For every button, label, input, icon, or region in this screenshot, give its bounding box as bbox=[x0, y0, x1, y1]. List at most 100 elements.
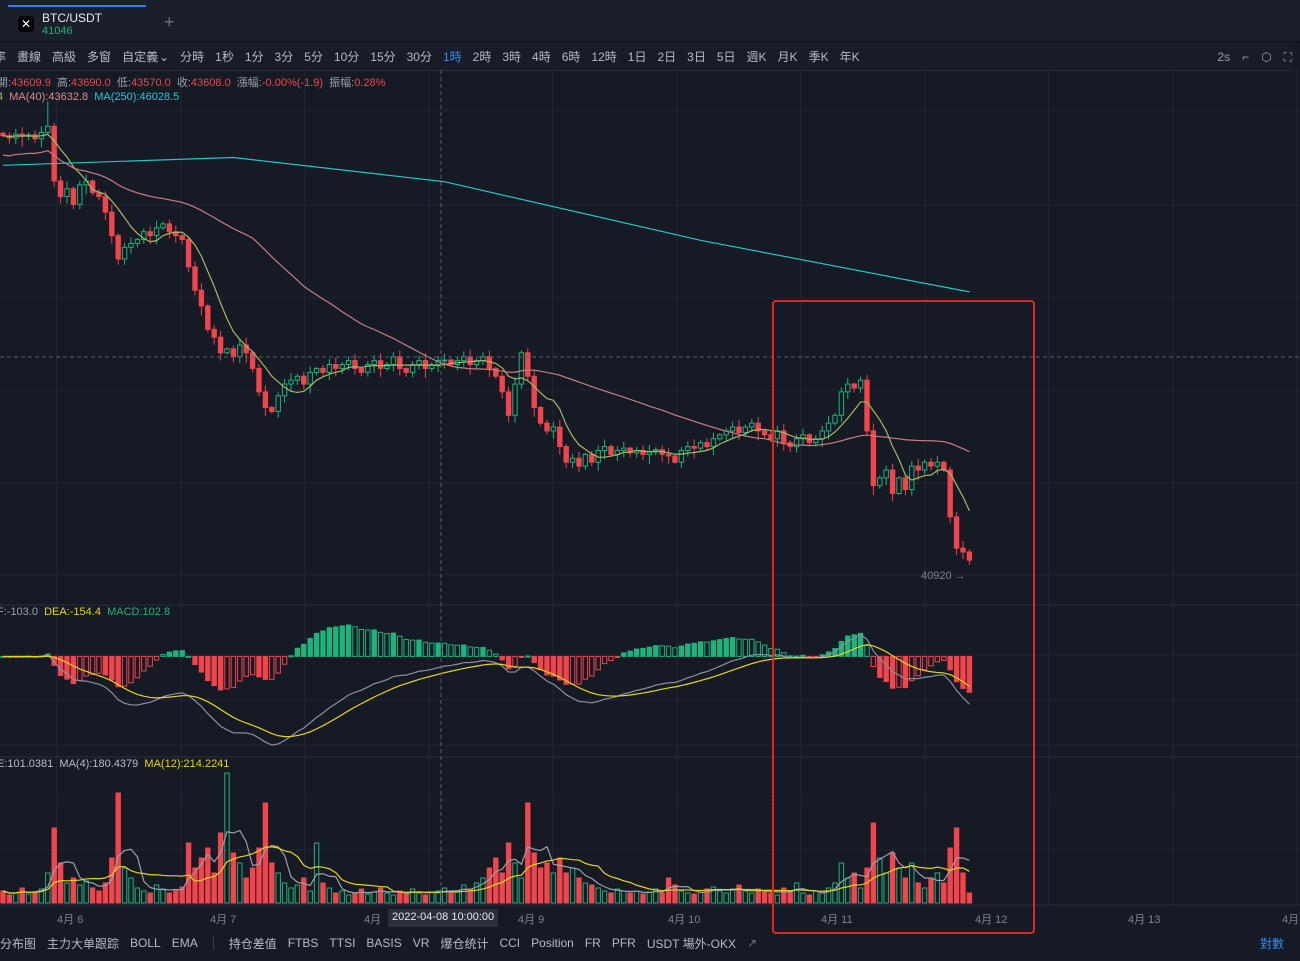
volume-bar bbox=[525, 802, 531, 904]
toolbar-item[interactable]: 3時 bbox=[502, 50, 522, 64]
volume-bar bbox=[313, 842, 320, 904]
volume-bar bbox=[454, 890, 461, 904]
macd-bar bbox=[672, 647, 678, 657]
volume-bar bbox=[825, 887, 832, 904]
indicator-item[interactable]: USDT 場外-OKX bbox=[646, 936, 736, 951]
toolbar-item[interactable]: 10分 bbox=[333, 50, 360, 64]
volume-bar bbox=[902, 877, 909, 904]
toolbar-item[interactable]: 3日 bbox=[687, 50, 706, 64]
volume-bar bbox=[717, 890, 723, 904]
toolbar-item[interactable]: 2日 bbox=[657, 50, 677, 64]
indicator-item[interactable]: CCI bbox=[499, 936, 521, 950]
fullscreen-icon[interactable]: ⛶ bbox=[1283, 49, 1292, 64]
candle-up bbox=[141, 231, 147, 241]
candle-up bbox=[64, 188, 70, 198]
toolbar-item[interactable]: 1秒 bbox=[215, 50, 234, 64]
volume-bar bbox=[294, 884, 301, 904]
screenshot-icon[interactable]: ⌐ bbox=[1242, 50, 1250, 64]
indicator-item[interactable]: 分布图 bbox=[0, 936, 37, 951]
macd-bar bbox=[198, 655, 205, 673]
macd-bar bbox=[390, 632, 397, 657]
indicator-item[interactable]: 持仓差值 bbox=[228, 936, 277, 951]
toolbar-item[interactable]: 分時 bbox=[180, 50, 205, 64]
toolbar-item[interactable]: 季K bbox=[808, 50, 829, 64]
candle-up bbox=[838, 391, 845, 416]
macd-bar bbox=[525, 655, 531, 658]
toolbar-item[interactable]: 30分 bbox=[406, 50, 432, 64]
macd-bar bbox=[704, 641, 710, 657]
volume-bar bbox=[480, 877, 486, 904]
macd-bar bbox=[403, 638, 409, 657]
toolbar-item[interactable]: 多窗 bbox=[87, 50, 112, 64]
indicator-item[interactable]: Position bbox=[531, 936, 574, 950]
macd-bar bbox=[384, 633, 390, 657]
toolbar-item[interactable]: 1分 bbox=[244, 50, 264, 64]
volume-bar bbox=[281, 882, 288, 904]
change-label: 漲幅: bbox=[236, 77, 262, 89]
indicator-item[interactable]: BOLL bbox=[130, 936, 161, 950]
toolbar-item[interactable]: 3分 bbox=[274, 50, 294, 64]
volume-bar bbox=[57, 862, 64, 904]
toolbar-item[interactable]: 月K bbox=[777, 50, 798, 64]
candle-up bbox=[224, 348, 230, 354]
volume-bar bbox=[147, 892, 153, 904]
candle-down bbox=[249, 352, 256, 369]
add-tab-button[interactable]: + bbox=[164, 12, 175, 32]
candle-up bbox=[294, 375, 301, 381]
candle-down bbox=[70, 188, 77, 205]
candle-down bbox=[691, 446, 697, 449]
tab-symbol[interactable]: BTC/USDT bbox=[42, 11, 102, 25]
indicator-item[interactable]: PFR bbox=[611, 936, 636, 950]
indicator-item[interactable]: FTBS bbox=[287, 936, 319, 950]
indicator-item[interactable]: 爆仓统计 bbox=[440, 936, 489, 951]
refresh-interval[interactable]: 2s bbox=[1217, 50, 1231, 64]
toolbar-item[interactable]: 1日 bbox=[627, 50, 647, 64]
indicator-item[interactable]: FR bbox=[584, 936, 601, 950]
candle-up bbox=[934, 461, 941, 467]
toolbar-item[interactable]: 週K bbox=[746, 50, 767, 64]
toolbar-item[interactable]: 6時 bbox=[561, 50, 581, 64]
amplitude-label: 振幅: bbox=[329, 77, 355, 89]
log-scale-button[interactable]: 對數 bbox=[1259, 937, 1284, 951]
settings-icon[interactable]: ⬡ bbox=[1261, 50, 1272, 64]
candle-up bbox=[729, 426, 736, 432]
candle-down bbox=[320, 367, 326, 373]
macd-bar bbox=[512, 655, 518, 667]
external-link-icon[interactable]: ↗ bbox=[746, 936, 758, 950]
candle-down bbox=[761, 430, 768, 436]
indicator-item[interactable]: 主力大单跟踪 bbox=[47, 936, 120, 951]
volume-bar bbox=[659, 892, 665, 904]
volume-bar bbox=[653, 888, 659, 904]
indicator-item[interactable]: EMA bbox=[171, 936, 198, 950]
macd-bar bbox=[621, 652, 627, 657]
toolbar-item[interactable]: 2時 bbox=[472, 50, 492, 64]
toolbar-item[interactable]: 高級 bbox=[52, 50, 77, 64]
toolbar-item[interactable]: 1時 bbox=[442, 50, 462, 64]
toolbar-item[interactable]: 15分 bbox=[370, 50, 396, 64]
toolbar-item[interactable]: 12時 bbox=[591, 50, 617, 64]
macd-bar bbox=[749, 638, 755, 657]
macd-bar bbox=[793, 655, 800, 658]
macd-bar bbox=[134, 655, 141, 679]
toolbar-item[interactable]: 5日 bbox=[716, 50, 736, 64]
indicator-item[interactable]: VR bbox=[412, 936, 430, 950]
volume-bar bbox=[377, 887, 384, 904]
tab-btc-usdt[interactable] bbox=[8, 5, 146, 47]
highlight-box bbox=[772, 300, 1035, 934]
macd-bar bbox=[320, 630, 326, 657]
volume-bar bbox=[742, 890, 749, 904]
indicator-item[interactable]: TTSI bbox=[329, 936, 356, 950]
time-tick: 4月 12 bbox=[975, 914, 1008, 926]
custom-dropdown[interactable]: 自定義 bbox=[122, 50, 159, 64]
toolbar-item[interactable]: 年K bbox=[839, 50, 860, 64]
chart-toolbar: 率畫線 高級 多窗 自定義 ⌄ 分時 1秒 1分 3分 5分 10分 15分 30分 1時 2時 3時 4時 6時… bbox=[0, 43, 1294, 71]
toolbar-item[interactable]: 率 bbox=[0, 50, 7, 64]
toolbar-item[interactable]: 5分 bbox=[304, 50, 323, 64]
toolbar-item[interactable]: 畫線 bbox=[17, 50, 42, 64]
macd-bar bbox=[281, 655, 288, 665]
volume-bar bbox=[205, 847, 211, 904]
toolbar-item[interactable]: 4時 bbox=[532, 50, 551, 64]
volume-bar bbox=[237, 862, 243, 904]
indicator-item[interactable]: BASIS bbox=[366, 936, 402, 950]
